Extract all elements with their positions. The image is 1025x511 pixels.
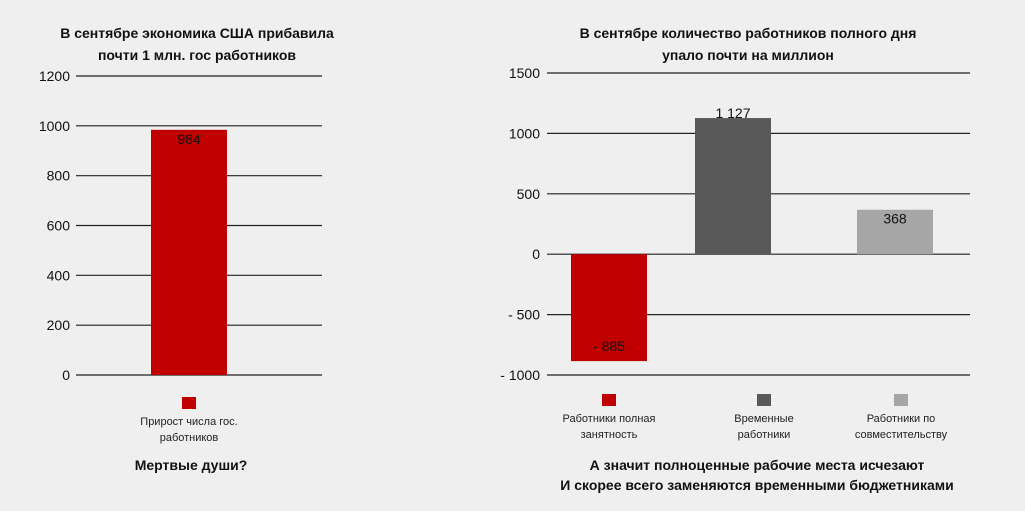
data-label: 984	[177, 131, 201, 147]
bar	[571, 254, 647, 362]
y-tick-label: - 1000	[500, 367, 540, 383]
y-tick-label: 0	[532, 246, 540, 262]
chart-title-line: В сентябре экономика США прибавила	[60, 25, 334, 41]
y-tick-label: 0	[62, 367, 70, 383]
legend-swatch	[602, 394, 616, 406]
legend-swatch	[182, 397, 196, 409]
chart-title-line: почти 1 млн. гос работников	[98, 47, 296, 63]
data-label: 1 127	[715, 105, 750, 121]
legend-label: работники	[738, 429, 791, 441]
legend-label: работников	[160, 432, 219, 444]
legend-label: Работники полная	[563, 413, 656, 425]
y-tick-label: 1200	[39, 68, 70, 84]
legend-label: совместительству	[855, 429, 948, 441]
bar	[857, 209, 933, 255]
data-label: 368	[883, 211, 907, 227]
y-tick-label: 1500	[509, 65, 540, 81]
legend-label: Прирост числа гос.	[140, 416, 237, 428]
y-tick-label: - 500	[508, 307, 540, 323]
legend-label: занятность	[581, 429, 638, 441]
y-tick-label: 400	[47, 267, 71, 283]
chart-footnote: И скорее всего заменяются временными бюд…	[560, 477, 953, 493]
chart-footnote: А значит полноценные рабочие места исчез…	[590, 457, 925, 473]
left-chart: В сентябре экономика США прибавила почти …	[39, 25, 334, 473]
y-tick-label: 600	[47, 218, 71, 234]
y-tick-label: 200	[47, 317, 71, 333]
right-chart: В сентябре количество работников полного…	[500, 25, 970, 493]
chart-title-line: В сентябре количество работников полного…	[580, 25, 917, 41]
legend-swatch	[757, 394, 771, 406]
bar	[151, 129, 227, 375]
chart-footnote: Мертвые души?	[135, 457, 248, 473]
y-tick-label: 1000	[509, 125, 540, 141]
legend-label: Временные	[734, 413, 793, 425]
y-tick-label: 800	[47, 168, 71, 184]
bar	[695, 118, 771, 255]
data-label: - 885	[593, 338, 625, 354]
chart-title-line: упало почти на миллион	[662, 47, 834, 63]
y-tick-label: 1000	[39, 118, 70, 134]
legend-label: Работники по	[867, 413, 936, 425]
legend-swatch	[894, 394, 908, 406]
y-tick-label: 500	[517, 186, 541, 202]
